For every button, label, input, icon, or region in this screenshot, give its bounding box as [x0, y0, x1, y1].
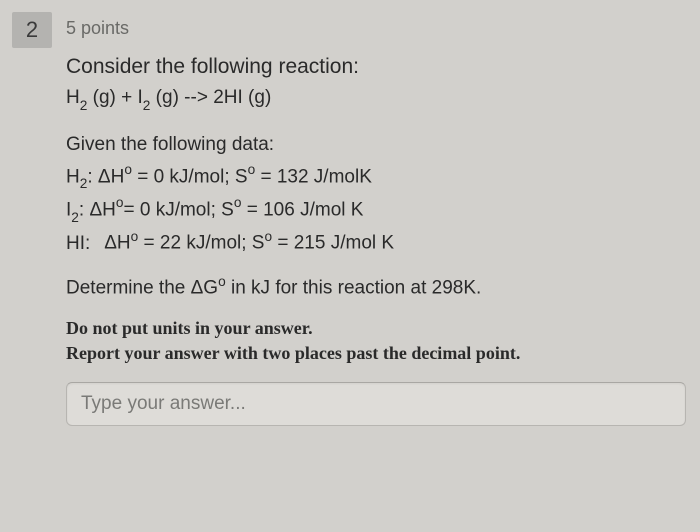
hi-dh-deg: o [131, 229, 139, 244]
i2-sub: 2 [71, 210, 79, 225]
answer-input[interactable] [66, 382, 686, 426]
question-number: 2 [26, 17, 38, 43]
hi-s-val: = 215 J/mol K [272, 233, 394, 254]
h2-s-val: = 132 J/molK [255, 166, 372, 187]
i2-dh-val: = 0 kJ/mol; S [123, 199, 233, 220]
h2-dh-val: = 0 kJ/mol; S [132, 166, 248, 187]
determine-post: in kJ for this reaction at 298K. [226, 278, 482, 299]
determine-pre: Determine the ΔG [66, 278, 218, 299]
data-row-hi: HI: ΔHo = 22 kJ/mol; So = 215 J/mol K [66, 226, 686, 258]
given-heading: Given the following data: [66, 130, 686, 159]
instruction-line-1: Do not put units in your answer. [66, 316, 686, 341]
h2-dh-deg: o [124, 162, 132, 177]
hi-dh-val: = 22 kJ/mol; S [138, 233, 264, 254]
hi-dh: ΔH [104, 233, 130, 254]
h2-dh: ΔH [98, 166, 124, 187]
instructions: Do not put units in your answer. Report … [66, 316, 686, 366]
prompt-text: Consider the following reaction: [66, 53, 686, 81]
data-block: Given the following data: H2: ΔHo = 0 kJ… [66, 130, 686, 258]
data-row-h2: H2: ΔHo = 0 kJ/mol; So = 132 J/molK [66, 160, 686, 193]
hi-s-deg: o [264, 229, 272, 244]
determine-line: Determine the ΔGo in kJ for this reactio… [66, 274, 686, 299]
prompt-block: Consider the following reaction: H2 (g) … [66, 53, 686, 114]
question-container: 2 5 points Consider the following reacti… [12, 12, 686, 426]
i2-s-val: = 106 J/mol K [241, 199, 363, 220]
reaction-equation: H2 (g) + I2 (g) --> 2HI (g) [66, 83, 686, 114]
reaction-tail: (g) --> 2HI (g) [150, 87, 271, 108]
reactant-1-sub: 2 [80, 98, 88, 113]
hi-label: HI: [66, 229, 100, 258]
reactant-2-sub: 2 [143, 98, 151, 113]
h2-sep: : [87, 166, 98, 187]
reactant-1: H [66, 87, 80, 108]
determine-sup: o [218, 274, 226, 289]
i2-dh-deg: o [116, 195, 124, 210]
question-body: 5 points Consider the following reaction… [66, 12, 686, 426]
instruction-line-2: Report your answer with two places past … [66, 341, 686, 366]
i2-s-deg: o [234, 195, 242, 210]
points-label: 5 points [66, 18, 686, 39]
reactant-1-state: (g) + I [87, 87, 142, 108]
h2-sub: 2 [80, 176, 88, 191]
question-number-badge: 2 [12, 12, 52, 48]
i2-dh: ΔH [89, 199, 115, 220]
h2-s-deg: o [248, 162, 256, 177]
data-row-i2: I2: ΔHo= 0 kJ/mol; So = 106 J/mol K [66, 193, 686, 226]
i2-sep: : [79, 199, 90, 220]
h2-label: H [66, 166, 80, 187]
